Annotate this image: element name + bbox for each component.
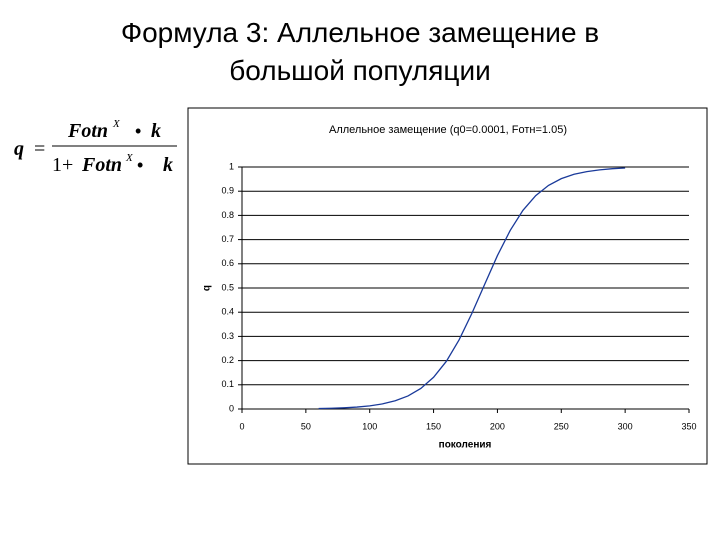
y-tick-label: 0.6 xyxy=(221,258,234,268)
formula-prefix: 1+ xyxy=(52,154,73,176)
y-tick-label: 0.5 xyxy=(221,282,234,292)
slide-title: Формула 3: Аллельное замещение в большой… xyxy=(120,17,600,86)
y-tick-label: 0.1 xyxy=(221,379,234,389)
formula-base: Fotn xyxy=(81,154,122,176)
y-tick-label: 0.3 xyxy=(221,331,234,341)
formula-exponent: X xyxy=(112,118,121,130)
x-tick-label: 0 xyxy=(239,421,244,431)
formula-operator: • xyxy=(135,121,141,141)
y-axis-label: q xyxy=(202,285,213,291)
formula-factor: k xyxy=(163,154,173,176)
y-tick-label: 0.9 xyxy=(221,186,234,196)
formula: q = Fotn X • k 1+ Fotn X • k xyxy=(14,118,177,176)
line xyxy=(318,167,626,410)
formula-lhs: q xyxy=(14,138,24,160)
formula-factor: k xyxy=(151,120,161,142)
chart-title: Аллельное замещение (q0=0.0001, Fотн=1.0… xyxy=(329,124,567,136)
x-tick-label: 150 xyxy=(426,421,441,431)
formula-base: Fotn xyxy=(67,120,108,142)
x-axis-label: поколения xyxy=(439,440,492,451)
y-tick-label: 0 xyxy=(229,403,234,413)
x-tick-label: 300 xyxy=(618,421,633,431)
x-tick-label: 250 xyxy=(554,421,569,431)
y-tick-label: 0.4 xyxy=(221,307,234,317)
x-tick-label: 100 xyxy=(362,421,377,431)
formula-exponent: X xyxy=(125,152,134,164)
y-tick-label: 0.7 xyxy=(221,234,234,244)
x-tick-label: 50 xyxy=(301,421,311,431)
formula-operator: • xyxy=(137,155,143,175)
x-tick-label: 200 xyxy=(490,421,505,431)
y-tick-label: 1 xyxy=(229,161,234,171)
formula-equals: = xyxy=(34,138,45,160)
chart-frame xyxy=(187,107,708,465)
y-tick-label: 0.2 xyxy=(221,355,234,365)
y-tick-label: 0.8 xyxy=(221,210,234,220)
x-tick-label: 350 xyxy=(681,421,696,431)
